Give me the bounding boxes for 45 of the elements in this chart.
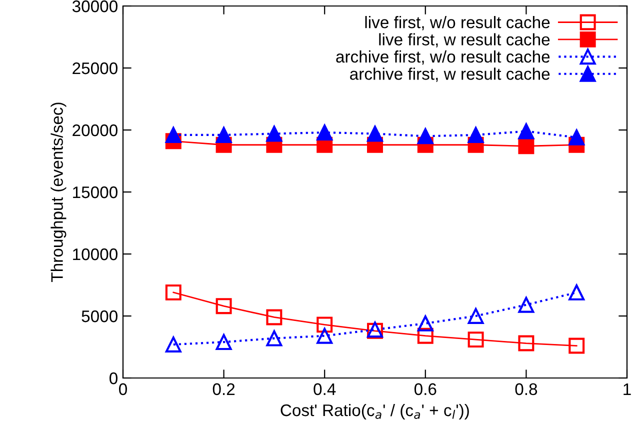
- legend-label: live first, w result cache: [379, 33, 550, 48]
- x-axis-title: Cost' Ratio(c$_{a}$' / (c$_{a}$' + c$_{l}$')): [280, 404, 469, 420]
- x-tick-label: 1: [624, 383, 631, 395]
- point: [468, 332, 484, 348]
- point: [165, 336, 182, 353]
- y-tick-label: 10000: [73, 248, 118, 260]
- legend-label: archive first, w result cache: [350, 68, 550, 82]
- x-tick-label: 0: [119, 383, 127, 396]
- point: [165, 284, 182, 300]
- point: [468, 126, 484, 143]
- y-tick-label: 5000: [82, 310, 118, 322]
- x-tick-label: 0.2: [212, 383, 235, 396]
- point: [266, 309, 282, 326]
- point: [568, 284, 585, 300]
- x-tick-label: 0.8: [515, 383, 538, 396]
- point: [417, 315, 434, 332]
- point: [518, 123, 534, 140]
- y-axis-title: Throughput (events/sec): [50, 102, 66, 282]
- point: [518, 335, 534, 352]
- x-tick-label: 0.6: [414, 383, 436, 396]
- legend-label: live first, w/o result cache: [365, 16, 550, 30]
- point: [266, 126, 282, 142]
- y-tick-label: 0: [110, 372, 118, 384]
- x-tick-label: 0.4: [314, 383, 336, 396]
- point: [316, 328, 333, 344]
- point: [316, 124, 333, 140]
- point: [216, 126, 232, 143]
- point: [417, 128, 434, 144]
- y-tick-label: 30000: [72, 0, 118, 12]
- y-tick-label: 15000: [73, 186, 118, 198]
- point: [316, 316, 333, 333]
- point: [417, 328, 434, 344]
- y-tick-label: 25000: [72, 62, 118, 74]
- legend-label: archive first, w/o result cache: [336, 50, 550, 65]
- point: [216, 298, 232, 314]
- point: [518, 138, 534, 154]
- point: [568, 338, 585, 354]
- point: [165, 126, 182, 143]
- y-tick-label: 20000: [72, 124, 118, 136]
- point: [518, 296, 534, 313]
- point: [266, 330, 282, 346]
- point: [216, 334, 232, 350]
- point: [568, 129, 585, 146]
- point: [468, 308, 484, 324]
- point: [367, 126, 383, 142]
